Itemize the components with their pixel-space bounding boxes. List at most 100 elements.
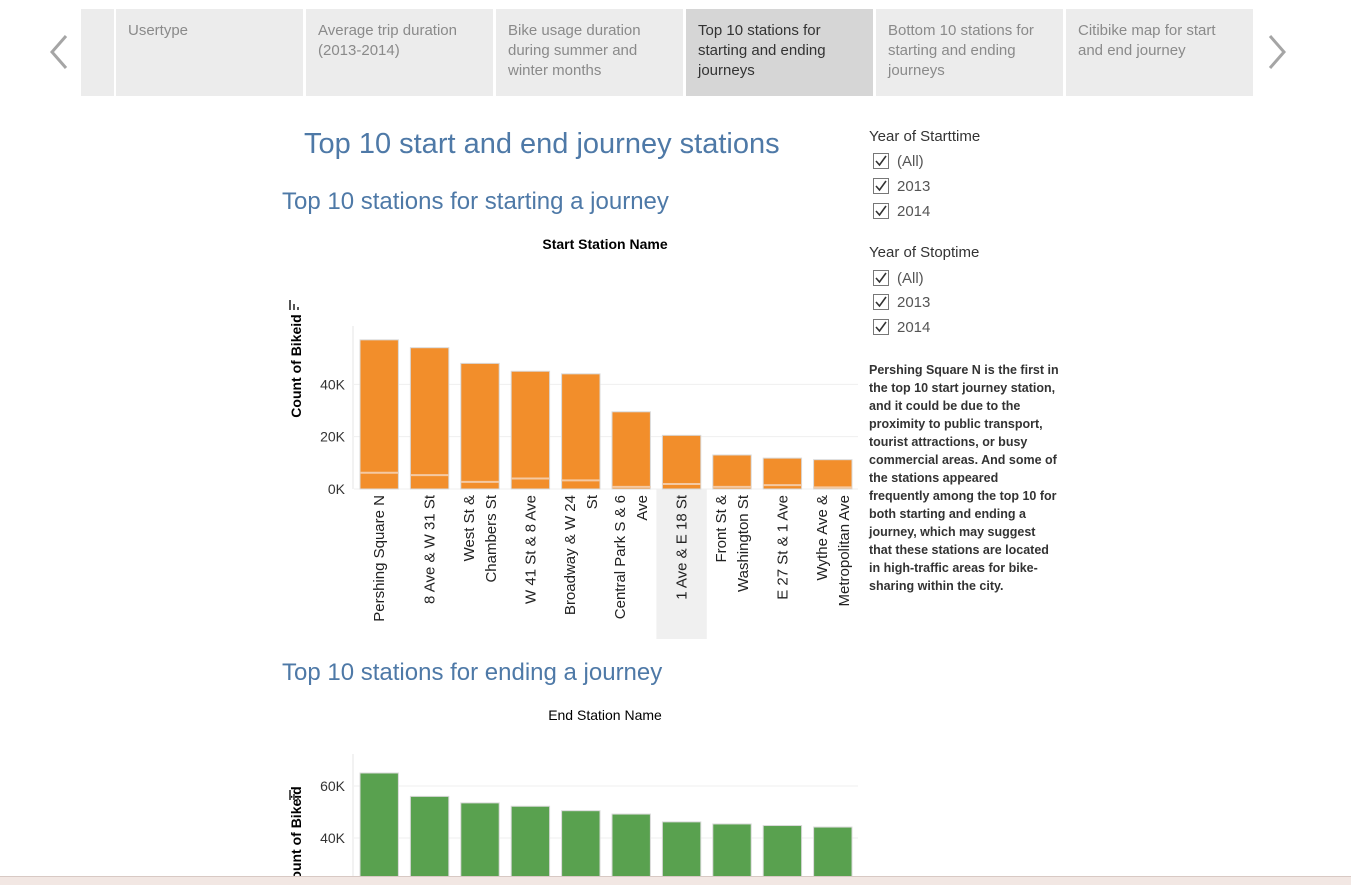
x-category-label: Front St & Washington St bbox=[713, 494, 752, 592]
stop-year-option-2013[interactable]: 2013 bbox=[873, 292, 930, 312]
checkbox[interactable] bbox=[873, 319, 889, 335]
checkbox[interactable] bbox=[873, 203, 889, 219]
end-section-title: Top 10 stations for ending a journey bbox=[282, 659, 663, 686]
stop-year-option-all[interactable]: (All) bbox=[873, 268, 924, 288]
y-tick-label: 60K bbox=[320, 778, 346, 794]
option-label: (All) bbox=[897, 152, 924, 170]
prev-story-button[interactable] bbox=[44, 30, 74, 74]
x-category-label-line: Ave bbox=[634, 495, 651, 521]
check-icon bbox=[875, 155, 887, 167]
option-label: 2014 bbox=[897, 318, 931, 336]
x-category-label-line: Wythe Ave & bbox=[814, 495, 831, 580]
x-category-label: Pershing Square N bbox=[371, 495, 388, 622]
x-category-label-line: Metropolitan Ave bbox=[836, 495, 853, 606]
option-label: 2014 bbox=[897, 202, 931, 220]
y-tick-label: 0K bbox=[328, 481, 346, 497]
bar bbox=[510, 805, 551, 876]
check-icon bbox=[875, 321, 887, 333]
checkbox[interactable] bbox=[873, 178, 889, 194]
x-category-label: E 27 St & 1 Ave bbox=[774, 495, 791, 600]
bar bbox=[762, 457, 803, 490]
check-icon bbox=[875, 272, 887, 284]
x-category-label-line: 8 Ave & W 31 St bbox=[422, 494, 439, 604]
tab-bike-usage-duration[interactable]: Bike usage duration during summer and wi… bbox=[496, 9, 683, 96]
bar bbox=[712, 823, 752, 876]
x-category-label: 1 Ave & E 18 St bbox=[674, 494, 691, 600]
x-category-label: 8 Ave & W 31 St bbox=[422, 494, 439, 604]
x-category-label: Wythe Ave & Metropolitan Ave bbox=[814, 495, 853, 606]
stop-year-option-2014[interactable]: 2014 bbox=[873, 317, 930, 337]
end-station-bar-chart[interactable]: 60K 40K Count of Bikeid bbox=[280, 728, 860, 876]
x-category-label: W 41 St & 8 Ave bbox=[522, 495, 539, 604]
check-icon bbox=[875, 180, 887, 192]
bar bbox=[661, 434, 702, 490]
bar bbox=[409, 347, 450, 490]
y-axis-title: Count of Bikeid bbox=[288, 786, 304, 876]
bar bbox=[460, 362, 500, 490]
option-label: 2013 bbox=[897, 293, 931, 311]
option-label: 2013 bbox=[897, 177, 931, 195]
y-tick-label: 20K bbox=[320, 429, 346, 445]
highlighted-category-band bbox=[656, 489, 707, 639]
sort-icon bbox=[289, 300, 299, 310]
x-category-label-line: Washington St bbox=[735, 494, 752, 592]
x-category-label-line: 1 Ave & E 18 St bbox=[674, 494, 691, 600]
bar bbox=[359, 339, 399, 490]
start-chart-title: Start Station Name bbox=[542, 236, 668, 252]
next-story-button[interactable] bbox=[1262, 30, 1292, 74]
checkbox[interactable] bbox=[873, 294, 889, 310]
x-category-label-line: Broadway & W 24 bbox=[562, 495, 579, 615]
bar bbox=[762, 825, 803, 876]
x-category-label-line: St bbox=[584, 494, 601, 509]
start-year-option-all[interactable]: (All) bbox=[873, 151, 924, 171]
chevron-right-icon bbox=[1268, 35, 1286, 69]
bar bbox=[661, 821, 702, 876]
start-station-bar-chart[interactable]: 40K 20K 0K Pershing Square N 8 Ave & W 31 St… bbox=[280, 256, 860, 641]
y-tick-label: 40K bbox=[320, 830, 346, 846]
start-year-filter-title: Year of Starttime bbox=[869, 128, 981, 145]
tab-bottom-10-stations[interactable]: Bottom 10 stations for starting and endi… bbox=[876, 9, 1063, 96]
x-category-label-line: Chambers St bbox=[483, 494, 500, 582]
tab-blank[interactable] bbox=[81, 9, 114, 96]
bar bbox=[510, 370, 551, 490]
checkbox[interactable] bbox=[873, 270, 889, 286]
tab-average-trip-duration[interactable]: Average trip duration (2013-2014) bbox=[306, 9, 493, 96]
y-tick-label: 40K bbox=[320, 376, 346, 392]
chevron-left-icon bbox=[50, 35, 68, 69]
tab-citibike-map[interactable]: Citibike map for start and end journey bbox=[1066, 9, 1253, 96]
x-category-label-line: Front St & bbox=[713, 495, 730, 563]
stop-year-filter-title: Year of Stoptime bbox=[869, 244, 980, 261]
x-category-label-line: E 27 St & 1 Ave bbox=[774, 495, 791, 600]
sort-icon bbox=[289, 790, 299, 800]
x-category-label: Central Park S & 6 Ave bbox=[612, 495, 651, 619]
check-icon bbox=[875, 205, 887, 217]
x-category-label-line: W 41 St & 8 Ave bbox=[522, 495, 539, 604]
start-year-option-2013[interactable]: 2013 bbox=[873, 176, 930, 196]
bar bbox=[712, 454, 752, 490]
insight-note: Pershing Square N is the first in the to… bbox=[869, 363, 1059, 593]
tab-top-10-stations[interactable]: Top 10 stations for starting and ending … bbox=[686, 9, 873, 96]
end-chart-title: End Station Name bbox=[548, 707, 662, 723]
y-axis-title: Count of Bikeid bbox=[288, 314, 304, 417]
tab-usertype[interactable]: Usertype bbox=[116, 9, 303, 96]
option-label: (All) bbox=[897, 269, 924, 287]
bar bbox=[813, 459, 853, 490]
check-icon bbox=[875, 296, 887, 308]
bar bbox=[611, 411, 651, 490]
start-year-option-2014[interactable]: 2014 bbox=[873, 201, 930, 221]
bar bbox=[460, 802, 500, 876]
x-category-label-line: Pershing Square N bbox=[371, 495, 388, 622]
bar bbox=[409, 795, 450, 876]
x-category-label-line: West St & bbox=[461, 495, 478, 561]
checkbox[interactable] bbox=[873, 153, 889, 169]
bar bbox=[813, 826, 853, 876]
start-section-title: Top 10 stations for starting a journey bbox=[282, 188, 669, 215]
bar bbox=[359, 772, 399, 876]
bar bbox=[561, 810, 601, 876]
bar bbox=[611, 813, 651, 876]
bar bbox=[561, 373, 601, 490]
bottom-scroll-strip bbox=[0, 876, 1351, 885]
x-category-label-line: Central Park S & 6 bbox=[612, 495, 629, 619]
x-category-label: West St & Chambers St bbox=[461, 494, 500, 582]
dashboard-title: Top 10 start and end journey stations bbox=[304, 128, 780, 160]
